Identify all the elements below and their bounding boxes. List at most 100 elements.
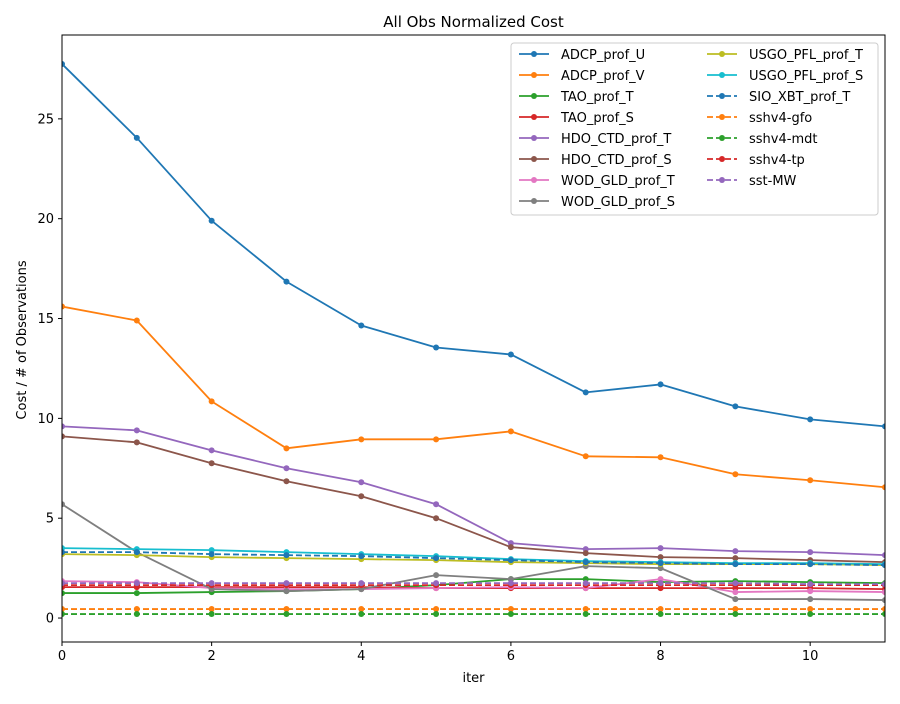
- data-point-11-9: [732, 606, 739, 613]
- data-point-14-8: [657, 580, 664, 587]
- data-point-14-9: [732, 580, 739, 587]
- data-point-5-1: [133, 439, 140, 446]
- data-point-0-1: [133, 134, 140, 141]
- legend-swatch-marker-6: [531, 177, 537, 183]
- legend-label-6: WOD_GLD_prof_T: [561, 174, 675, 189]
- legend: ADCP_prof_U ADCP_prof_V TAO_prof_T TAO_prof…: [510, 42, 879, 216]
- data-point-14-0: [62, 580, 65, 587]
- y-tick-label: 10: [37, 412, 54, 427]
- series-line-6: [62, 578, 885, 593]
- x-tick-label: 10: [802, 649, 819, 664]
- data-point-12-5: [433, 611, 440, 618]
- data-point-5-0: [62, 433, 65, 440]
- legend-label-11: sshv4-gfo: [749, 111, 812, 126]
- data-point-14-11: [882, 581, 885, 588]
- data-point-4-10: [807, 549, 814, 556]
- legend-swatch-marker-4: [531, 135, 537, 141]
- legend-label-9: USGO_PFL_prof_S: [749, 69, 863, 84]
- series-line-2: [62, 578, 885, 594]
- data-point-11-11: [882, 606, 885, 613]
- data-point-12-11: [882, 611, 885, 618]
- series-line-0: [62, 63, 885, 428]
- legend-label-0: ADCP_prof_U: [561, 48, 645, 63]
- data-point-12-10: [807, 611, 814, 618]
- data-point-11-4: [358, 606, 365, 613]
- data-point-11-6: [507, 606, 514, 613]
- data-point-0-10: [807, 416, 814, 423]
- data-point-4-3: [283, 465, 290, 472]
- data-point-10-3: [283, 552, 290, 559]
- data-point-12-3: [283, 611, 290, 618]
- legend-label-14: sst-MW: [749, 174, 797, 189]
- data-point-12-1: [133, 611, 140, 618]
- series-line-4: [62, 425, 885, 557]
- data-point-5-8: [657, 554, 664, 561]
- legend-swatch-marker-12: [719, 135, 725, 141]
- series-line-10: [62, 551, 885, 567]
- x-tick-label: 4: [357, 649, 365, 664]
- y-tick-label: 0: [46, 612, 54, 627]
- data-point-5-4: [358, 493, 365, 500]
- data-point-7-10: [807, 596, 814, 603]
- data-point-1-8: [657, 454, 664, 461]
- data-point-11-0: [62, 606, 65, 613]
- y-tick-label: 5: [46, 512, 54, 527]
- plot-layer: [62, 60, 885, 618]
- data-point-4-0: [62, 423, 65, 430]
- legend-swatch-marker-2: [531, 93, 537, 99]
- series-line-5: [62, 435, 885, 564]
- data-point-0-3: [283, 278, 290, 285]
- data-point-12-2: [208, 611, 215, 618]
- data-point-0-6: [507, 351, 514, 358]
- data-point-14-5: [433, 580, 440, 587]
- data-point-6-9: [732, 589, 739, 596]
- data-point-10-11: [882, 562, 885, 569]
- data-point-10-5: [433, 555, 440, 562]
- legend-swatch-marker-1: [531, 72, 537, 78]
- legend-label-8: USGO_PFL_prof_T: [749, 48, 863, 63]
- series-line-9: [62, 547, 885, 566]
- data-point-12-0: [62, 611, 65, 618]
- legend-swatch-marker-14: [719, 177, 725, 183]
- data-point-0-11: [882, 423, 885, 430]
- data-point-14-2: [208, 580, 215, 587]
- x-tick-label: 8: [656, 649, 664, 664]
- data-point-0-4: [358, 322, 365, 329]
- data-point-14-7: [582, 580, 589, 587]
- data-point-0-5: [433, 344, 440, 351]
- data-point-7-11: [882, 597, 885, 604]
- data-point-4-1: [133, 427, 140, 434]
- data-point-0-7: [582, 389, 589, 396]
- data-point-5-5: [433, 515, 440, 522]
- data-point-10-6: [507, 557, 514, 564]
- legend-label-4: HDO_CTD_prof_T: [561, 132, 671, 147]
- data-point-4-5: [433, 501, 440, 508]
- data-point-4-4: [358, 479, 365, 486]
- data-point-7-5: [433, 572, 440, 579]
- data-point-7-3: [283, 588, 290, 595]
- legend-swatch-marker-5: [531, 156, 537, 162]
- data-point-5-7: [582, 550, 589, 557]
- data-point-11-8: [657, 606, 664, 613]
- legend-swatch-marker-7: [531, 198, 537, 204]
- data-point-11-10: [807, 606, 814, 613]
- data-point-14-3: [283, 580, 290, 587]
- data-point-10-9: [732, 561, 739, 568]
- y-tick-label: 20: [37, 212, 54, 227]
- data-point-1-5: [433, 436, 440, 443]
- data-point-5-2: [208, 460, 215, 467]
- x-tick-label: 6: [507, 649, 515, 664]
- data-point-4-11: [882, 552, 885, 559]
- chart-title: All Obs Normalized Cost: [383, 13, 564, 31]
- data-point-12-8: [657, 611, 664, 618]
- legend-swatch-marker-13: [719, 156, 725, 162]
- y-tick-label: 15: [37, 312, 54, 327]
- data-point-1-3: [283, 445, 290, 452]
- legend-label-2: TAO_prof_T: [560, 90, 634, 105]
- data-point-1-10: [807, 477, 814, 484]
- data-point-11-5: [433, 606, 440, 613]
- data-point-1-7: [582, 453, 589, 460]
- plot-frame: [61, 34, 886, 643]
- data-point-6-10: [807, 588, 814, 595]
